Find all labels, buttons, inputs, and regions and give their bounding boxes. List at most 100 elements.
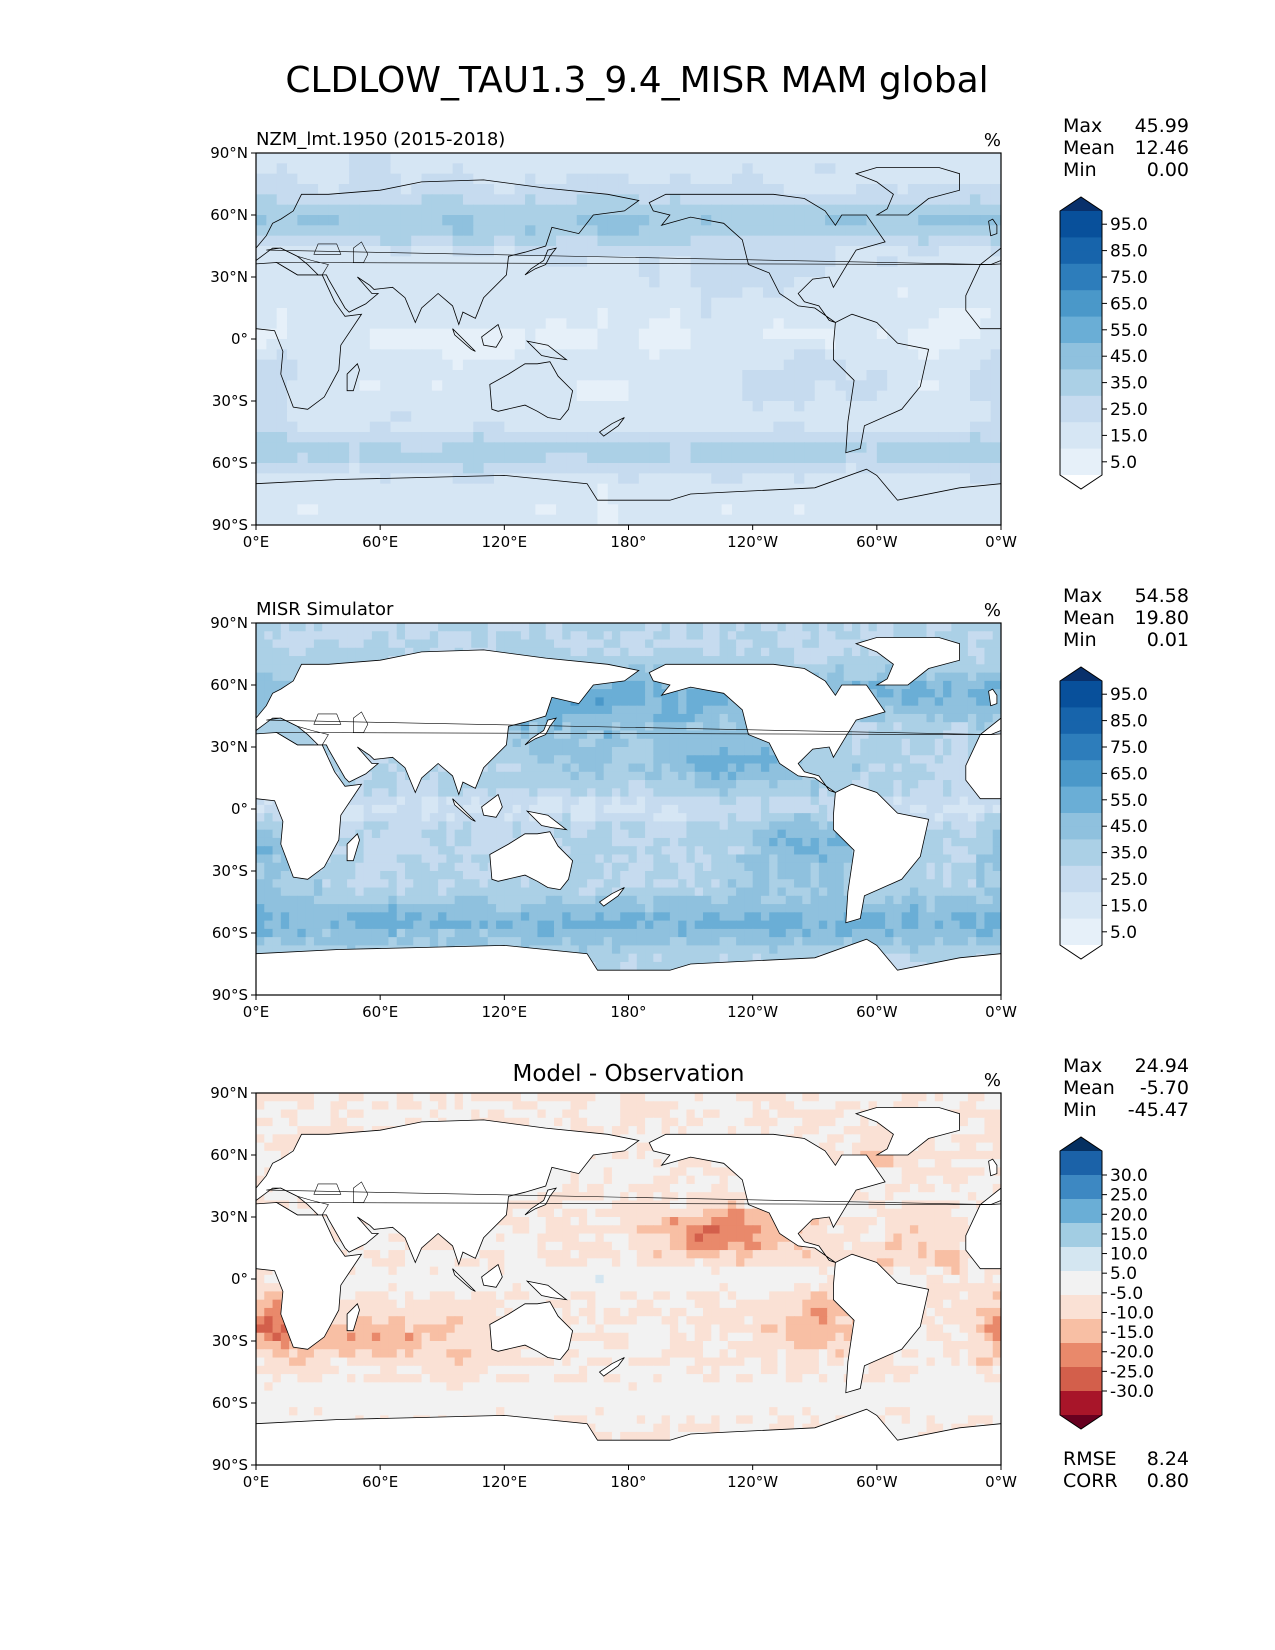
field-cell <box>256 804 265 814</box>
field-cell <box>535 432 547 443</box>
field-cell <box>349 463 361 474</box>
field-cell <box>396 780 406 789</box>
field-cell <box>487 788 497 798</box>
field-cell <box>504 788 514 798</box>
field-cell <box>411 215 423 226</box>
field-cell <box>525 225 536 237</box>
field-cell <box>967 623 977 632</box>
field-cell <box>938 297 950 309</box>
field-cell <box>711 697 721 707</box>
field-cell <box>390 339 402 350</box>
field-cell <box>380 359 392 371</box>
field-cell <box>431 463 443 474</box>
field-cell <box>814 339 826 350</box>
field-cell <box>938 504 950 516</box>
field-cell <box>959 442 971 454</box>
field-cell <box>918 494 930 505</box>
field-cell <box>431 432 443 443</box>
field-cell <box>256 631 265 641</box>
field-cell <box>744 639 754 649</box>
colorbar-segment <box>1060 382 1102 397</box>
field-cell <box>980 504 992 516</box>
field-cell <box>984 705 994 715</box>
field-cell <box>363 771 373 781</box>
field-cell <box>638 215 650 226</box>
field-cell <box>990 370 1001 381</box>
field-cell <box>835 514 847 525</box>
field-cell <box>760 656 770 665</box>
field-cell <box>328 308 340 319</box>
field-cell <box>760 821 770 831</box>
field-cell <box>918 401 930 412</box>
field-cell <box>280 631 290 641</box>
field-cell <box>814 401 826 412</box>
field-cell <box>742 473 754 485</box>
field-cell <box>835 432 847 443</box>
field-cell <box>421 173 433 185</box>
field-cell <box>483 277 495 288</box>
field-cell <box>866 390 878 402</box>
field-cell <box>338 153 350 164</box>
field-cell <box>943 771 952 781</box>
field-cell <box>520 722 530 732</box>
field-cell <box>901 771 911 781</box>
field-cell <box>928 370 940 381</box>
field-cell <box>587 390 599 402</box>
field-cell <box>804 235 816 247</box>
field-cell <box>876 442 888 454</box>
field-cell <box>576 349 588 361</box>
field-cell <box>727 738 737 748</box>
field-cell <box>289 664 298 674</box>
field-cell <box>752 401 764 412</box>
field-cell <box>669 804 679 814</box>
field-cell <box>638 163 650 175</box>
field-cell <box>535 442 547 454</box>
field-cell <box>566 339 578 350</box>
field-cell <box>835 452 847 464</box>
field-cell <box>318 349 330 361</box>
field-cell <box>349 163 361 175</box>
field-cell <box>967 689 977 698</box>
field-cell <box>576 308 588 319</box>
field-cell <box>711 204 723 216</box>
field-cell <box>680 215 692 226</box>
field-cell <box>825 421 837 433</box>
field-cell <box>390 421 402 433</box>
field-cell <box>369 173 381 185</box>
field-cell <box>719 796 729 806</box>
field-cell <box>603 689 613 698</box>
field-cell <box>545 287 557 299</box>
field-cell <box>907 504 919 516</box>
field-cell <box>287 442 298 454</box>
field-cell <box>727 705 737 715</box>
field-cell <box>603 713 613 723</box>
field-cell <box>938 173 950 185</box>
field-cell <box>473 504 485 516</box>
coastline-europe-asia <box>256 179 640 326</box>
field-cell <box>763 287 774 299</box>
field-cell <box>711 796 721 806</box>
field-cell <box>473 246 485 257</box>
field-cell <box>471 788 481 798</box>
field-cell <box>868 730 878 740</box>
field-cell <box>835 277 847 288</box>
field-cell <box>868 780 878 789</box>
field-cell <box>318 215 330 226</box>
field-cell <box>287 494 298 505</box>
field-cell <box>893 631 903 641</box>
field-cell <box>597 442 609 454</box>
field-cell <box>413 639 423 649</box>
field-cell <box>496 771 505 781</box>
field-cell <box>897 173 909 185</box>
field-cell <box>969 421 981 433</box>
field-cell <box>794 647 803 657</box>
field-cell <box>818 755 828 765</box>
field-cell <box>628 656 638 665</box>
field-cell <box>297 246 309 257</box>
field-cell <box>928 194 940 206</box>
field-cell <box>297 623 307 632</box>
field-cell <box>727 656 737 665</box>
field-cell <box>752 370 764 381</box>
field-cell <box>256 287 267 299</box>
field-cell <box>876 463 888 474</box>
